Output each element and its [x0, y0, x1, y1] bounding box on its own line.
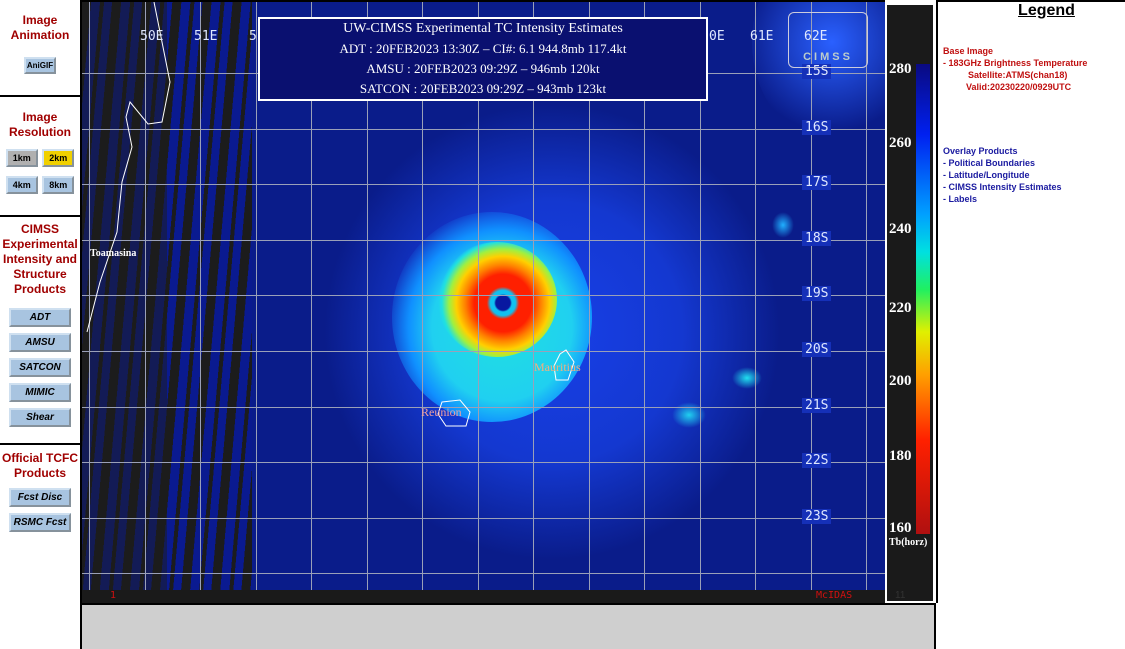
- label-reunion: Reunion: [421, 405, 462, 419]
- legend-panel: Legend Base Image - 183GHz Brightness Te…: [936, 0, 1125, 603]
- label-mauritius: Mauritius: [534, 360, 581, 374]
- cimss-logo: CIMSS: [788, 12, 868, 68]
- overlay-item: - CIMSS Intensity Estimates: [943, 182, 1062, 192]
- label-toamasina: Toamasina: [90, 248, 137, 259]
- convective-cell: [732, 367, 762, 389]
- tcfc-title: Official TCFC Products: [1, 451, 78, 480]
- longitude-line: [89, 2, 90, 590]
- convective-cell: [772, 212, 794, 238]
- colorbar-tick: 180: [889, 448, 912, 464]
- frame-number: 1: [110, 590, 117, 601]
- colorbar-tick: 200: [889, 373, 912, 389]
- latitude-line: [82, 406, 885, 408]
- colorbar-tick: 240: [889, 221, 912, 237]
- latitude-line: [82, 295, 885, 297]
- longitude-line: [533, 2, 534, 590]
- blank-panel: [82, 603, 936, 649]
- latitude-line: [82, 239, 885, 241]
- lat-label: 18S: [802, 230, 832, 246]
- shear-button[interactable]: Shear: [9, 408, 71, 427]
- tcfc-section: Official TCFC Products Fcst Disc RSMC Fc…: [0, 445, 80, 545]
- longitude-line: [866, 2, 867, 590]
- cimss-title: CIMSS Experimental Intensity and Structu…: [2, 222, 78, 296]
- longitude-line: [366, 2, 368, 590]
- res-1km-button[interactable]: 1km: [5, 149, 38, 167]
- cimss-section: CIMSS Experimental Intensity and Structu…: [0, 217, 80, 445]
- amsu-button[interactable]: AMSU: [9, 333, 71, 352]
- longitude-line: [311, 2, 312, 590]
- anigif-button[interactable]: AniGIF: [24, 57, 56, 74]
- map-footer: 1 McIDAS: [82, 590, 885, 603]
- res-4km-button[interactable]: 4km: [5, 176, 38, 194]
- adt-button[interactable]: ADT: [9, 308, 71, 327]
- storm-eyewall: [437, 242, 557, 357]
- colorbar-footer: 11: [895, 590, 906, 601]
- longitude-line: [255, 2, 257, 590]
- intensity-estimates-box: UW-CIMSS Experimental TC Intensity Estim…: [258, 17, 708, 101]
- lon-label: 51E: [194, 29, 218, 44]
- overlay-item: - Latitude/Longitude: [943, 170, 1030, 180]
- overlay-heading: Overlay Products: [943, 146, 1018, 156]
- lat-label: 22S: [802, 453, 832, 469]
- longitude-line: [200, 2, 201, 590]
- lon-label: 50E: [140, 29, 164, 44]
- mcidas-label: McIDAS: [816, 590, 853, 601]
- legend-title: Legend: [1018, 2, 1075, 19]
- satellite-map[interactable]: Toamasina Mauritius Reunion 50E 51E 5 0E…: [82, 0, 885, 590]
- latitude-line: [82, 351, 885, 352]
- latitude-line: [82, 184, 885, 186]
- res-2km-button[interactable]: 2km: [42, 149, 75, 167]
- info-satcon: SATCON : 20FEB2023 09:29Z – 943mb 123kt: [359, 81, 607, 96]
- lon-label: 5: [249, 29, 257, 44]
- animation-section: Image Animation AniGIF: [0, 0, 80, 97]
- colorbar-unit: Tb(horz): [889, 537, 928, 548]
- longitude-line: [588, 2, 590, 590]
- lat-label: 16S: [802, 119, 832, 135]
- lon-label: 61E: [750, 29, 774, 44]
- lon-label: 0E: [709, 29, 725, 44]
- longitude-line: [144, 2, 146, 590]
- sidebar: Image Animation AniGIF Image Resolution …: [0, 0, 82, 649]
- latitude-line: [82, 462, 885, 464]
- resolution-section: Image Resolution 1km 2km 4km 8km: [0, 97, 80, 217]
- lon-label: 62E: [804, 29, 828, 44]
- latitude-line: [82, 128, 885, 130]
- longitude-line: [699, 2, 701, 590]
- latitude-line: [82, 573, 885, 575]
- colorbar-gradient: [916, 64, 930, 534]
- info-title: UW-CIMSS Experimental TC Intensity Estim…: [343, 21, 623, 36]
- latitude-line: [82, 517, 885, 519]
- info-adt: ADT : 20FEB2023 13:30Z – CI#: 6.1 944.8m…: [339, 41, 627, 56]
- longitude-line: [477, 2, 479, 590]
- animation-title: Image Animation: [10, 13, 70, 42]
- fcst-disc-button[interactable]: Fcst Disc: [9, 488, 71, 507]
- base-item: - 183GHz Brightness Temperature: [943, 58, 1088, 68]
- overlay-item: - Political Boundaries: [943, 158, 1036, 168]
- lat-label: 19S: [802, 286, 832, 302]
- info-amsu: AMSU : 20FEB2023 09:29Z – 946mb 120kt: [366, 61, 600, 76]
- longitude-line: [755, 2, 756, 590]
- longitude-line: [422, 2, 423, 590]
- base-item: Valid:20230220/0929UTC: [966, 82, 1072, 92]
- colorbar: 280 260 240 220 200 180 160 Tb(horz) 11: [885, 3, 935, 603]
- base-item: Satellite:ATMS(chan18): [968, 70, 1068, 80]
- colorbar-tick: 220: [889, 300, 912, 316]
- overlay-item: - Labels: [943, 194, 978, 204]
- resolution-title: Image Resolution: [9, 110, 71, 139]
- mimic-button[interactable]: MIMIC: [9, 383, 71, 402]
- lat-label: 20S: [802, 342, 832, 357]
- satcon-button[interactable]: SATCON: [9, 358, 71, 377]
- longitude-line: [644, 2, 645, 590]
- res-8km-button[interactable]: 8km: [42, 176, 75, 194]
- lat-label: 17S: [802, 175, 832, 191]
- coastline-boundaries: [86, 2, 575, 427]
- colorbar-tick: 260: [889, 135, 912, 151]
- base-image-heading: Base Image: [943, 46, 994, 56]
- colorbar-tick: 280: [889, 61, 912, 77]
- lat-label: 23S: [802, 508, 832, 524]
- lat-label: 21S: [802, 397, 832, 413]
- rsmc-fcst-button[interactable]: RSMC Fcst: [9, 513, 71, 532]
- colorbar-tick: 160: [889, 520, 912, 536]
